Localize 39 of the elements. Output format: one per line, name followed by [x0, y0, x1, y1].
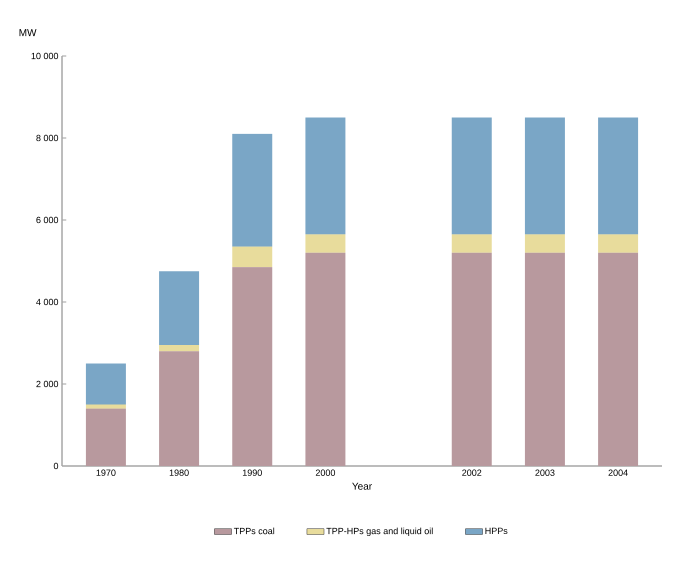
- y-tick-label: 2 000: [36, 380, 58, 388]
- bar: [598, 252, 638, 466]
- y-tick-label: 6 000: [36, 216, 58, 224]
- bar: [598, 234, 638, 253]
- legend-label: TPPs coal: [234, 528, 274, 534]
- legend-label: TPP-HPs gas and liquid oil: [326, 528, 433, 536]
- x-tick-label: 1990: [242, 470, 262, 476]
- y-tick-label: 4 000: [36, 298, 58, 306]
- bar: [305, 234, 346, 253]
- bar: [86, 404, 126, 409]
- bar: [86, 363, 126, 404]
- bar: [524, 117, 565, 234]
- x-tick-label: 2002: [462, 470, 482, 476]
- bar: [452, 252, 492, 466]
- bar: [159, 351, 200, 466]
- bar: [452, 117, 492, 234]
- bar: [232, 134, 272, 247]
- bar: [524, 252, 565, 466]
- y-tick-label: 8 000: [36, 134, 58, 142]
- x-tick-label: 1980: [170, 470, 189, 476]
- bar: [305, 117, 346, 234]
- bar: [232, 267, 272, 466]
- bar: [305, 252, 346, 466]
- y-axis-title: MW: [20, 29, 36, 36]
- bar: [452, 234, 492, 253]
- x-axis-title: Year: [352, 482, 372, 490]
- bar: [524, 234, 565, 253]
- bar: [598, 117, 638, 234]
- x-tick-label: 2000: [316, 470, 336, 476]
- bar: [159, 345, 200, 352]
- x-tick-label: 2003: [535, 470, 555, 476]
- bar: [159, 271, 200, 346]
- y-tick-label: 0: [54, 462, 58, 470]
- x-tick-label: 2004: [608, 470, 628, 476]
- bar: [86, 408, 126, 466]
- legend-label: HPPs: [485, 528, 508, 534]
- x-tick-label: 1970: [96, 470, 116, 476]
- bar: [232, 246, 272, 268]
- y-tick-label: 10 000: [32, 52, 58, 60]
